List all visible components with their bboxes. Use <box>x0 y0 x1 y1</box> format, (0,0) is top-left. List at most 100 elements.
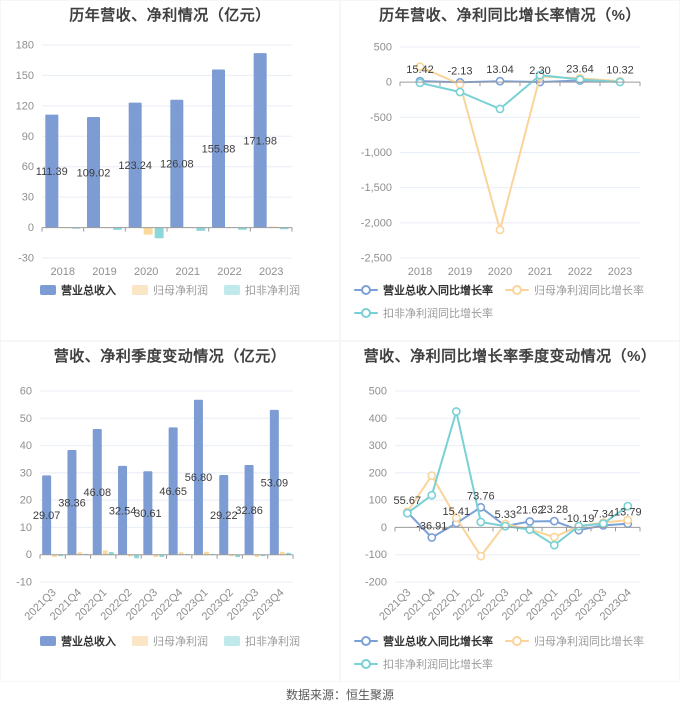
panel-annual-growth-rate: 历年营收、净利同比增长率情况（%） -2,500 -2,000 -1,500 -1,0… <box>340 0 680 341</box>
legend-line-marker-icon <box>505 636 529 646</box>
svg-text:2018: 2018 <box>51 266 75 278</box>
legend-label: 扣非净利润 <box>245 636 300 648</box>
svg-text:10: 10 <box>20 522 32 534</box>
line-series-2 <box>415 70 625 114</box>
svg-text:123.24: 123.24 <box>118 160 152 172</box>
legend-item[interactable]: 营业总收入 <box>40 633 116 649</box>
data-labels: 111.39 109.02 123.24 126.08 155.88 171.98 <box>36 135 277 179</box>
legend-line-marker-icon <box>354 659 378 669</box>
data-labels: 15.42 -2.13 13.04 2.30 23.64 10.32 <box>406 64 634 78</box>
svg-text:300: 300 <box>369 440 387 452</box>
svg-text:56.80: 56.80 <box>185 472 213 484</box>
svg-text:2022: 2022 <box>568 266 592 278</box>
svg-text:30: 30 <box>20 467 32 479</box>
chart-legend: 营业总收入 归母净利润 扣非净利润 <box>0 633 340 649</box>
svg-text:60: 60 <box>20 386 32 398</box>
svg-text:2023: 2023 <box>259 266 283 278</box>
svg-text:-36.91: -36.91 <box>416 521 447 533</box>
svg-text:400: 400 <box>369 413 387 425</box>
svg-text:0: 0 <box>386 77 392 89</box>
legend-items: 营业总收入 归母净利润 扣非净利润 <box>40 633 300 649</box>
svg-text:60: 60 <box>22 161 34 173</box>
svg-text:2.30: 2.30 <box>529 65 550 77</box>
series <box>45 53 289 239</box>
svg-text:-2.13: -2.13 <box>447 65 472 77</box>
svg-text:150: 150 <box>16 70 34 82</box>
x-axis-labels: 2018 2019 2020 2021 2022 2023 <box>408 266 632 278</box>
svg-text:2019: 2019 <box>448 266 472 278</box>
svg-text:23.28: 23.28 <box>541 504 569 516</box>
legend-swatch-icon <box>224 285 240 295</box>
chart-title-annual-revenue-profit: 历年营收、净利情况（亿元） <box>69 7 271 24</box>
svg-text:53.09: 53.09 <box>261 477 289 489</box>
legend-item[interactable]: 扣非净利润同比增长率 <box>354 656 493 672</box>
svg-text:100: 100 <box>369 495 387 507</box>
x-axis <box>394 526 641 532</box>
svg-text:29.22: 29.22 <box>210 510 238 522</box>
svg-text:55.67: 55.67 <box>394 495 422 507</box>
series <box>402 407 633 561</box>
data-labels: 55.67 -36.91 15.41 73.765.33 21.6223.28-10.1… <box>394 490 642 532</box>
svg-text:-2,000: -2,000 <box>361 217 392 229</box>
legend-label: 扣非净利润同比增长率 <box>383 308 493 320</box>
svg-text:32.86: 32.86 <box>235 505 263 517</box>
legend-items: 营业总收入同比增长率 归母净利润同比增长率 扣非净利润同比增长率 <box>354 282 666 321</box>
svg-text:200: 200 <box>369 467 387 479</box>
legend-item[interactable]: 营业总收入同比增长率 <box>354 633 493 649</box>
svg-text:171.98: 171.98 <box>243 135 277 147</box>
svg-text:13.79: 13.79 <box>614 507 642 519</box>
legend-line-marker-icon <box>354 285 378 295</box>
svg-text:500: 500 <box>369 386 387 398</box>
svg-text:-1,500: -1,500 <box>361 182 392 194</box>
legend-item[interactable]: 扣非净利润 <box>224 633 300 649</box>
svg-text:-100: -100 <box>365 549 387 561</box>
data-source-note: 数据来源：恒生聚源 <box>285 688 394 702</box>
quarterly-revenue-profit-chart: -10 0 10 20 30 40 50 60 2021Q32021Q42022Q12022Q2… <box>16 386 294 623</box>
svg-text:15.42: 15.42 <box>406 64 434 76</box>
svg-text:40: 40 <box>20 440 32 452</box>
svg-text:20: 20 <box>20 495 32 507</box>
svg-text:5.33: 5.33 <box>495 509 516 521</box>
x-axis <box>41 227 293 232</box>
svg-text:32.54: 32.54 <box>109 505 137 517</box>
svg-text:-30: -30 <box>18 253 34 265</box>
legend-swatch-icon <box>132 636 148 646</box>
svg-text:500: 500 <box>374 42 392 54</box>
quarterly-growth-rate-chart: -200 -100 0 100 200 300 400 500 2021Q32021Q42022… <box>365 386 642 623</box>
svg-text:2020: 2020 <box>134 266 158 278</box>
legend-item[interactable]: 归母净利润同比增长率 <box>505 282 644 298</box>
svg-text:2023: 2023 <box>608 266 632 278</box>
svg-text:-2,500: -2,500 <box>361 253 392 265</box>
chart-legend: 营业总收入同比增长率 归母净利润同比增长率扣非净利润同比增长率 <box>340 633 680 672</box>
legend-item[interactable]: 归母净利润同比增长率 <box>505 633 644 649</box>
svg-text:-10: -10 <box>16 577 32 589</box>
svg-text:180: 180 <box>16 40 34 52</box>
legend-item[interactable]: 扣非净利润 <box>224 282 300 298</box>
chart-legend: 营业总收入 归母净利润 扣非净利润 <box>0 282 340 298</box>
legend-item[interactable]: 归母净利润 <box>132 282 208 298</box>
svg-text:2018: 2018 <box>408 266 432 278</box>
svg-text:46.08: 46.08 <box>84 487 112 499</box>
legend-item[interactable]: 扣非净利润同比增长率 <box>354 305 493 321</box>
svg-text:29.07: 29.07 <box>33 510 61 522</box>
panel-quarterly-revenue-profit: 营收、净利季度变动情况（亿元） -10 0 10 20 30 40 50 60 2021Q3 20… <box>0 341 340 682</box>
legend-item[interactable]: 归母净利润 <box>132 633 208 649</box>
bar-series-2 <box>58 551 291 559</box>
svg-text:-1,000: -1,000 <box>361 147 392 159</box>
svg-text:7.34: 7.34 <box>593 508 614 520</box>
legend-label: 归母净利润 <box>153 636 208 648</box>
svg-text:30: 30 <box>22 192 34 204</box>
legend-item[interactable]: 营业总收入 <box>40 282 116 298</box>
svg-text:155.88: 155.88 <box>202 144 236 156</box>
svg-text:10.32: 10.32 <box>606 64 634 76</box>
svg-text:46.65: 46.65 <box>159 486 187 498</box>
svg-text:13.04: 13.04 <box>486 64 514 76</box>
svg-text:15.41: 15.41 <box>443 506 471 518</box>
svg-text:-500: -500 <box>370 112 392 124</box>
legend-swatch-icon <box>40 636 56 646</box>
legend-item[interactable]: 营业总收入同比增长率 <box>354 282 493 298</box>
svg-text:0: 0 <box>381 522 387 534</box>
legend-label: 归母净利润同比增长率 <box>534 636 644 648</box>
y-axis-labels: -200 -100 0 100 200 300 400 500 <box>365 386 387 589</box>
